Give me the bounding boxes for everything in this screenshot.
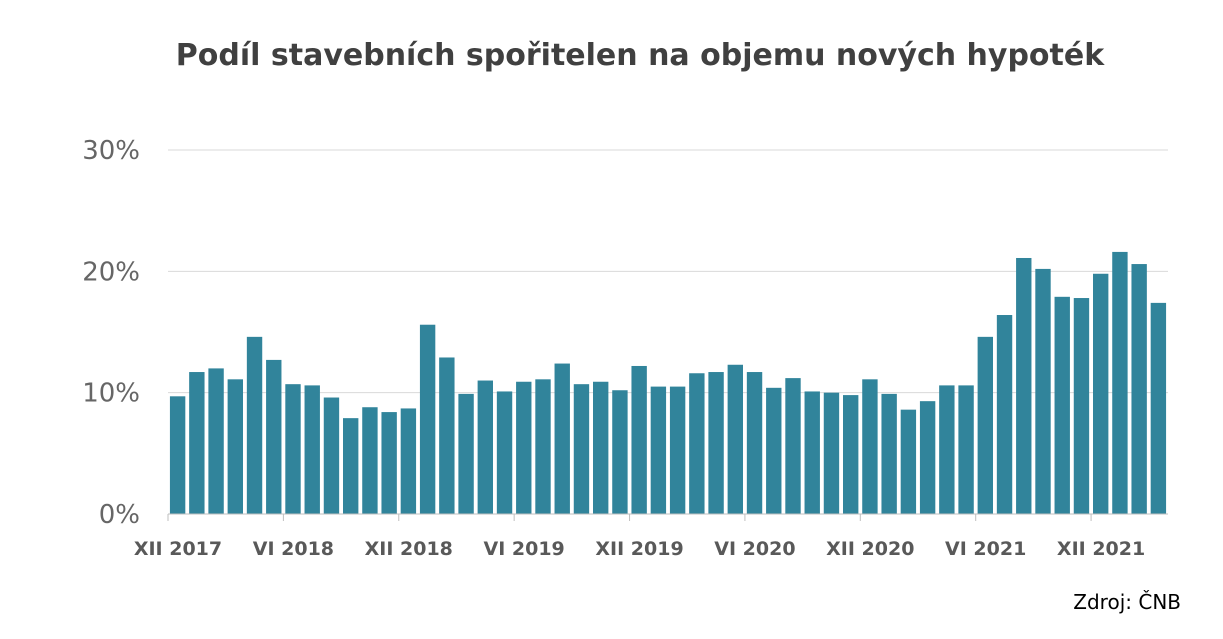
x-tick-labels: XII 2017 VI 2018 XII 2018 VI 2019 XII 2019 VI… (134, 538, 1145, 560)
bar (1035, 268, 1051, 514)
y-tick-label: 0% (99, 500, 140, 530)
x-axis (167, 513, 1168, 521)
bar (477, 380, 493, 514)
bar (727, 364, 743, 514)
bar (785, 378, 801, 514)
x-tick-label: VI 2019 (484, 538, 565, 560)
bar (689, 373, 705, 514)
bar (669, 386, 686, 514)
chart-title: Podíl stavebních spořitelen na objemu no… (175, 38, 1105, 73)
bar (650, 386, 667, 514)
bar (1150, 302, 1167, 514)
bar (343, 418, 359, 514)
bar (1054, 296, 1070, 514)
bar (246, 336, 263, 514)
bar (977, 336, 993, 514)
bar (169, 396, 186, 514)
x-tick-label: VI 2020 (714, 538, 795, 560)
bar (285, 384, 301, 514)
bar (612, 390, 628, 514)
bar (227, 379, 243, 514)
y-tick-label: 30% (82, 136, 140, 166)
bar (862, 379, 878, 514)
bar (708, 372, 724, 514)
bar (573, 384, 590, 514)
bar (631, 365, 647, 514)
bar (362, 407, 378, 514)
x-tick-label: VI 2018 (253, 538, 334, 560)
bar (843, 395, 859, 514)
bar (1073, 298, 1090, 514)
x-tick-label: XII 2021 (1057, 538, 1145, 560)
x-tick-label: XII 2020 (826, 538, 914, 560)
bar (554, 363, 570, 514)
y-tick-label: 10% (82, 379, 140, 409)
bar (323, 397, 340, 514)
bar (439, 357, 455, 514)
bar (266, 359, 282, 514)
x-tick-label: VI 2021 (945, 538, 1026, 560)
bar (939, 385, 955, 514)
bar (900, 409, 917, 514)
bar (304, 385, 320, 514)
bar (189, 372, 205, 514)
bar (400, 408, 417, 514)
x-tick-label: XII 2018 (365, 538, 453, 560)
bar (804, 391, 820, 514)
bar (208, 368, 224, 514)
bar (746, 372, 763, 514)
bar (516, 381, 532, 514)
bar (823, 392, 840, 514)
bar (496, 391, 513, 514)
y-tick-labels: 0% 10% 20% 30% (82, 136, 140, 530)
bar (1112, 251, 1128, 515)
bar (881, 393, 897, 514)
source-note: Zdroj: ČNB (1073, 590, 1181, 614)
bar (381, 412, 397, 514)
bar (1131, 264, 1147, 514)
x-tick-label: XII 2017 (134, 538, 222, 560)
x-tick-label: XII 2019 (595, 538, 683, 560)
bar (458, 393, 474, 514)
bar (535, 379, 551, 514)
bar (766, 387, 782, 514)
y-tick-label: 20% (82, 257, 140, 287)
bar (1093, 273, 1109, 514)
bars (169, 251, 1167, 515)
bar (419, 324, 436, 514)
bar (1016, 257, 1032, 514)
bar (996, 315, 1013, 514)
bar (919, 401, 936, 514)
bar (593, 381, 609, 514)
bar (958, 385, 974, 514)
